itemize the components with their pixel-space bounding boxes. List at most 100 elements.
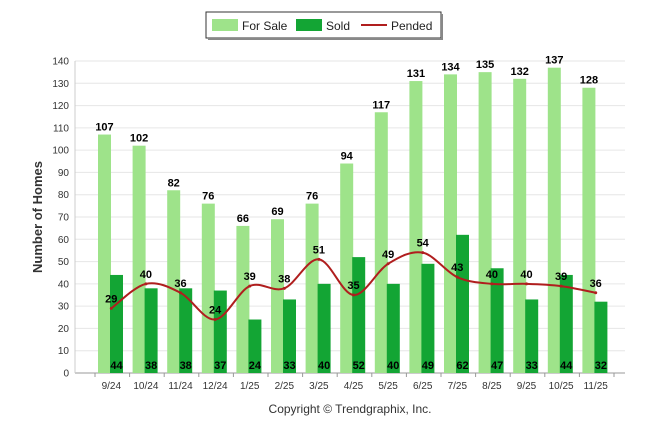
x-tick-label: 1/25 (240, 381, 260, 392)
bar-sold (317, 283, 331, 373)
x-tick-label: 10/25 (549, 381, 574, 392)
pended-point (559, 284, 563, 288)
y-tick-label: 140 (52, 57, 69, 68)
bar-sold (179, 288, 193, 373)
y-tick-label: 90 (58, 168, 70, 179)
x-tick-label: 7/25 (448, 381, 468, 392)
label-sold: 44 (560, 360, 573, 372)
label-for-sale: 117 (372, 99, 390, 111)
label-pended: 36 (590, 278, 602, 290)
pended-point (248, 284, 252, 288)
x-tick-label: 9/25 (517, 381, 537, 392)
label-pended: 39 (555, 271, 567, 283)
bar-sold (559, 274, 573, 373)
bar-for-sale (478, 72, 492, 374)
bar-sold (421, 263, 435, 373)
label-for-sale: 107 (95, 122, 113, 134)
label-for-sale: 134 (441, 61, 460, 73)
label-for-sale: 66 (237, 213, 249, 225)
label-for-sale: 135 (476, 59, 494, 71)
bar-for-sale (271, 219, 284, 373)
legend-swatch-sold (296, 19, 322, 31)
label-pended: 35 (347, 280, 359, 292)
legend-label-pended: Pended (391, 19, 432, 33)
bar-sold (594, 301, 608, 373)
bar-for-sale (444, 74, 457, 373)
copyright-text: Copyright © Trendgraphix, Inc. (269, 402, 432, 416)
legend-swatch-for-sale (212, 19, 238, 31)
label-pended: 40 (140, 269, 152, 281)
bar-sold (352, 257, 366, 373)
bars (98, 67, 608, 374)
pended-point (594, 291, 598, 295)
legend-label-for-sale: For Sale (242, 19, 288, 33)
x-tick-label: 6/25 (413, 381, 433, 392)
label-pended: 51 (313, 244, 325, 256)
x-tick-label: 12/24 (203, 381, 228, 392)
pended-point (525, 282, 528, 286)
pended-point (352, 293, 355, 297)
bar-for-sale (582, 87, 596, 373)
y-tick-label: 60 (58, 235, 70, 246)
label-pended: 54 (417, 238, 430, 250)
x-tick-label: 2/25 (275, 381, 295, 392)
label-pended: 38 (278, 273, 290, 285)
legend-box (205, 11, 442, 39)
label-sold: 33 (283, 360, 295, 372)
bar-for-sale (201, 203, 215, 373)
label-for-sale: 132 (511, 66, 529, 78)
x-tick-label: 4/25 (344, 381, 364, 392)
label-pended: 24 (209, 305, 222, 317)
label-sold: 40 (387, 360, 399, 372)
label-sold: 37 (214, 360, 226, 372)
pended-point (282, 286, 286, 290)
legend-box-shadow (441, 14, 443, 40)
label-for-sale: 131 (407, 68, 425, 80)
bar-for-sale (513, 78, 527, 373)
bar-sold (248, 319, 262, 373)
label-sold: 38 (180, 360, 192, 372)
bar-for-sale (340, 163, 354, 373)
label-pended: 40 (486, 269, 498, 281)
bar-for-sale (305, 203, 319, 373)
label-sold: 38 (145, 360, 157, 372)
label-for-sale: 94 (341, 151, 354, 163)
x-tick-label: 11/24 (168, 381, 193, 392)
label-for-sale: 137 (545, 55, 563, 67)
y-tick-label: 50 (58, 257, 70, 268)
label-pended: 43 (451, 262, 463, 274)
data-labels: 107 44 102 38 82 38 76 37 66 24 69 33 76 40 94 52 117 40 1… (95, 55, 607, 372)
bar-sold (386, 283, 400, 373)
y-axis-label: Number of Homes (30, 161, 45, 273)
bar-for-sale (167, 190, 181, 373)
label-sold: 49 (422, 360, 434, 372)
x-tick-label: 11/25 (584, 381, 609, 392)
x-tick-label: 8/25 (482, 381, 502, 392)
label-sold: 44 (110, 360, 123, 372)
label-sold: 52 (353, 360, 365, 372)
pended-point (144, 282, 148, 286)
bar-sold (213, 290, 227, 373)
pended-point (109, 306, 113, 310)
x-tick-label: 5/25 (378, 381, 398, 392)
label-pended: 39 (244, 271, 256, 283)
y-tick-label: 20 (58, 324, 70, 335)
label-sold: 40 (318, 360, 330, 372)
y-tick-label: 100 (52, 146, 69, 157)
label-sold: 62 (456, 360, 468, 372)
pended-point (490, 282, 494, 286)
bar-for-sale (547, 67, 561, 373)
y-tick-label: 130 (52, 79, 69, 90)
label-pended: 49 (382, 249, 394, 261)
label-for-sale: 82 (168, 177, 180, 189)
y-tick-label: 0 (63, 369, 69, 380)
label-sold: 24 (249, 360, 262, 372)
pended-point (213, 318, 217, 322)
legend: For Sale Sold Pended (205, 11, 443, 40)
y-tick-label: 80 (58, 190, 70, 201)
legend-label-sold: Sold (326, 19, 350, 33)
label-pended: 36 (174, 278, 186, 290)
bar-for-sale (98, 134, 111, 373)
x-tick-label: 10/24 (133, 381, 158, 392)
